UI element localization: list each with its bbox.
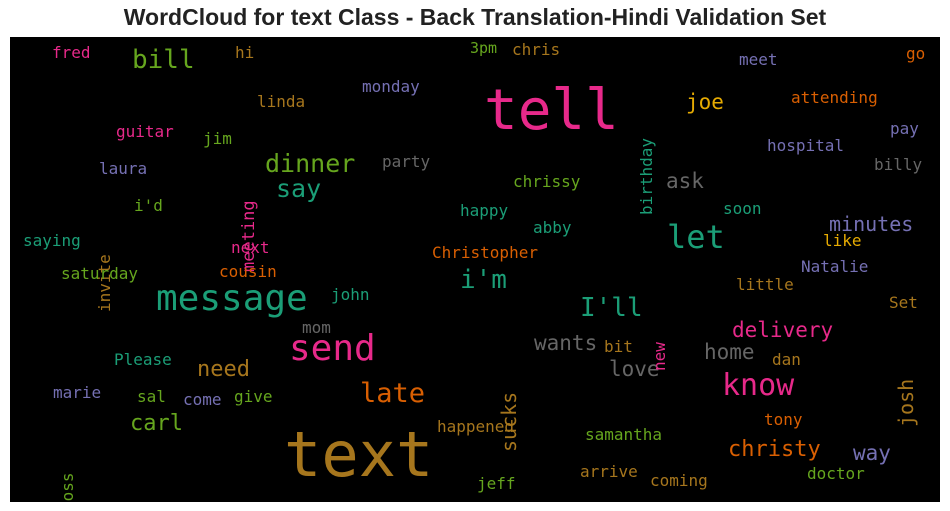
chart-title: WordCloud for text Class - Back Translat… (123, 4, 827, 30)
word-give: give (234, 387, 273, 406)
word-john: john (331, 285, 370, 304)
word-let: let (667, 218, 725, 256)
word-happened: happened (437, 417, 515, 436)
word-go: go (906, 44, 926, 63)
word-say: say (276, 174, 322, 203)
word-laura: laura (99, 159, 148, 178)
word-christy: christy (728, 437, 821, 462)
word-fred: fred (52, 43, 91, 62)
word-coming: coming (650, 471, 708, 490)
word-late: late (360, 378, 426, 409)
word-set: Set (889, 293, 918, 312)
word-sal: sal (137, 387, 166, 406)
word-soon: soon (723, 199, 762, 218)
word-birthday: birthday (637, 137, 656, 215)
word-billy: billy (874, 155, 923, 174)
word-i-d: i'd (134, 196, 163, 215)
word-minutes: minutes (829, 212, 914, 236)
word-wants: wants (534, 331, 598, 355)
word-saying: saying (23, 231, 81, 250)
word-hi: hi (235, 43, 255, 62)
word-jeff: jeff (477, 474, 516, 493)
word-natalie: Natalie (801, 257, 869, 276)
word-like: like (823, 231, 862, 250)
word-love: love (609, 357, 660, 381)
word-need: need (197, 357, 250, 382)
word-ask: ask (666, 169, 704, 193)
word-send: send (289, 328, 376, 369)
word-mom: mom (302, 318, 331, 337)
word-tony: tony (764, 410, 803, 429)
word-cloud: text tell message send know let late dinner say i… (10, 37, 940, 502)
word-bit: bit (604, 337, 633, 356)
word-hospital: hospital (767, 136, 845, 155)
word-i-m: i'm (460, 265, 507, 295)
word-guitar: guitar (116, 122, 174, 141)
word-tell: tell (484, 78, 619, 143)
word-way: way (853, 441, 891, 465)
word-arrive: arrive (580, 462, 638, 481)
word-attending: attending (791, 88, 878, 107)
word-chris: chris (512, 40, 561, 59)
word-carl: carl (130, 411, 183, 436)
word-jim: jim (203, 129, 232, 148)
word-please: Please (114, 350, 172, 369)
word-saturday: saturday (61, 264, 139, 283)
word-cousin: cousin (219, 262, 277, 281)
word-marie: marie (53, 383, 102, 402)
word-know: know (722, 368, 795, 403)
word-christopher: Christopher (432, 243, 538, 262)
word-monday: monday (362, 77, 420, 96)
word-new: new (650, 342, 669, 371)
word-3pm: 3pm (470, 39, 498, 57)
word-little: little (736, 275, 794, 294)
word-happy: happy (460, 201, 509, 220)
word-doctor: doctor (807, 464, 865, 483)
word-text: text (284, 418, 434, 491)
word-boss: boss (58, 472, 77, 502)
word-josh: josh (894, 378, 918, 427)
word-delivery: delivery (732, 318, 834, 342)
word-invite: invite (95, 254, 114, 312)
word-joe: joe (686, 90, 724, 114)
word-home: home (704, 340, 755, 364)
word-message: message (156, 278, 308, 319)
word-samantha: samantha (585, 425, 663, 444)
word-dinner: dinner (265, 149, 356, 178)
word-pay: pay (890, 119, 919, 138)
word-next: next (231, 238, 270, 257)
word-party: party (382, 152, 431, 171)
word-meet: meet (739, 50, 778, 69)
word-linda: linda (257, 92, 306, 111)
word-abby: abby (533, 218, 572, 237)
word-bill: bill (132, 45, 195, 75)
word-dan: dan (772, 350, 801, 369)
word-come: come (183, 390, 222, 409)
word-chrissy: chrissy (513, 172, 581, 191)
word-i-ll: I'll (580, 293, 643, 323)
